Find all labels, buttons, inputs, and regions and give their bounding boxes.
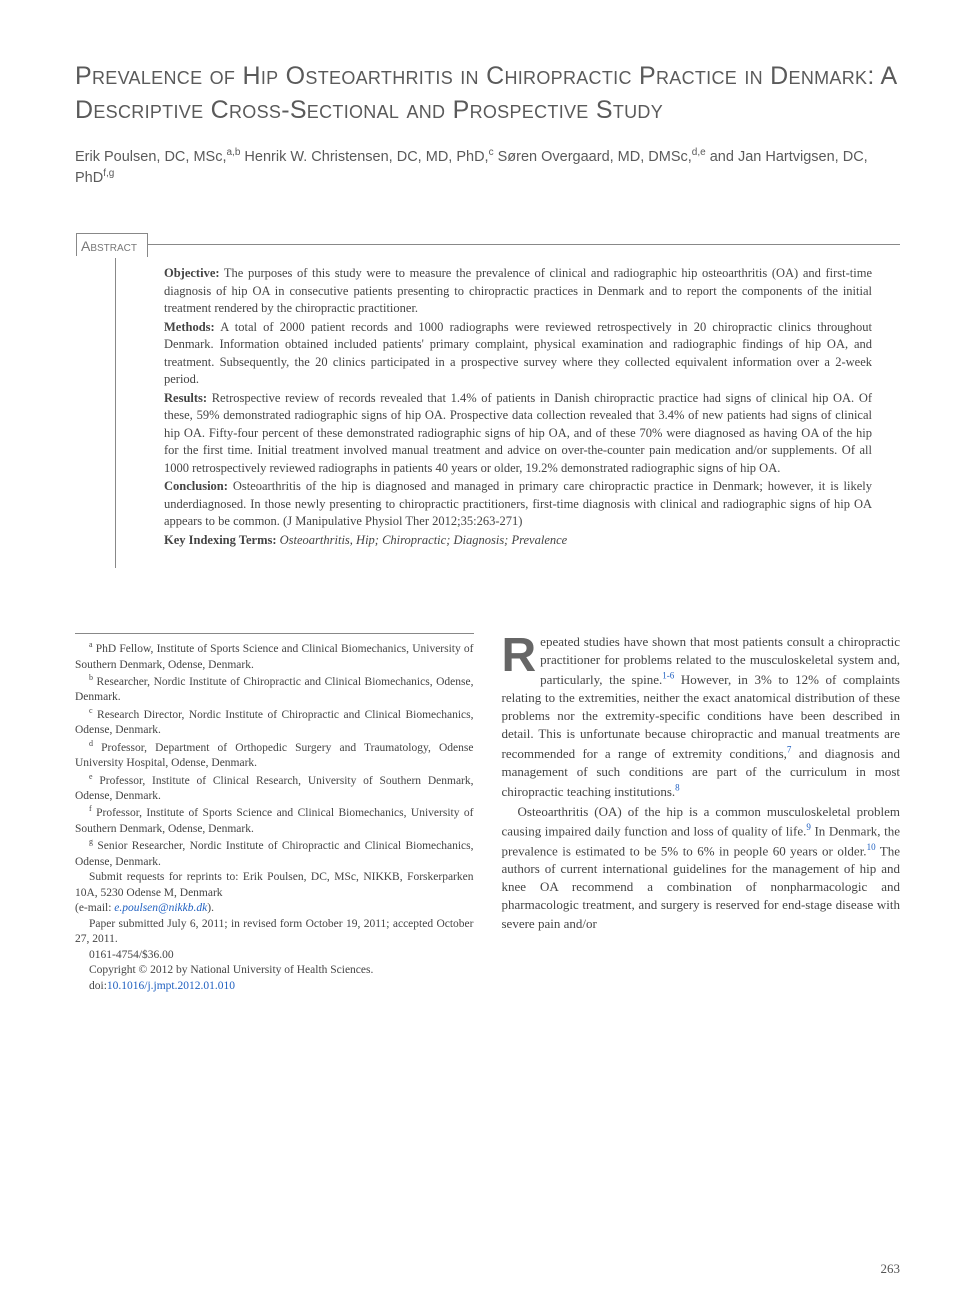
abstract-label: Abstract (76, 233, 148, 257)
results-text: Retrospective review of records revealed… (164, 391, 872, 475)
reprint-request: Submit requests for reprints to: Erik Po… (75, 870, 474, 901)
conclusion-text: Osteoarthritis of the hip is diagnosed a… (164, 479, 872, 528)
author-email-link[interactable]: e.poulsen@nikkb.dk (114, 902, 207, 914)
body-paragraph-2: Osteoarthritis (OA) of the hip is a comm… (502, 803, 901, 933)
article-title: Prevalence of Hip Osteoarthritis in Chir… (75, 60, 900, 128)
affiliation: d Professor, Department of Orthopedic Su… (75, 739, 474, 772)
body-columns: a PhD Fellow, Institute of Sports Scienc… (75, 633, 900, 994)
submission-dates: Paper submitted July 6, 2011; in revised… (75, 917, 474, 948)
body-paragraph-1: Repeated studies have shown that most pa… (502, 633, 901, 801)
affiliation: f Professor, Institute of Sports Science… (75, 804, 474, 837)
email-line: (e-mail: e.poulsen@nikkb.dk). (75, 901, 474, 917)
affiliation: b Researcher, Nordic Institute of Chirop… (75, 673, 474, 706)
author-list: Erik Poulsen, DC, MSc,a,b Henrik W. Chri… (75, 146, 900, 190)
conclusion-label: Conclusion: (164, 479, 228, 493)
doi-line: doi:10.1016/j.jmpt.2012.01.010 (75, 979, 474, 995)
affiliation: e Professor, Institute of Clinical Resea… (75, 772, 474, 805)
affiliation: c Research Director, Nordic Institute of… (75, 706, 474, 739)
keywords-label: Key Indexing Terms: (164, 533, 277, 547)
dropcap: R (502, 633, 541, 676)
keywords-text: Osteoarthritis, Hip; Chiropractic; Diagn… (280, 533, 568, 547)
abstract-box: Abstract Objective: The purposes of this… (115, 244, 900, 568)
objective-label: Objective: (164, 266, 220, 280)
methods-label: Methods: (164, 320, 215, 334)
body-text-column: Repeated studies have shown that most pa… (502, 633, 901, 994)
page-number: 263 (881, 1261, 901, 1277)
methods-text: A total of 2000 patient records and 1000… (164, 320, 872, 387)
copyright: Copyright © 2012 by National University … (75, 963, 474, 979)
footnotes-column: a PhD Fellow, Institute of Sports Scienc… (75, 633, 474, 994)
doi-link[interactable]: 10.1016/j.jmpt.2012.01.010 (107, 980, 235, 992)
issn: 0161-4754/$36.00 (75, 948, 474, 964)
objective-text: The purposes of this study were to measu… (164, 266, 872, 315)
abstract-content: Objective: The purposes of this study we… (164, 265, 872, 549)
results-label: Results: (164, 391, 207, 405)
affiliation: g Senior Researcher, Nordic Institute of… (75, 837, 474, 870)
affiliation: a PhD Fellow, Institute of Sports Scienc… (75, 640, 474, 673)
